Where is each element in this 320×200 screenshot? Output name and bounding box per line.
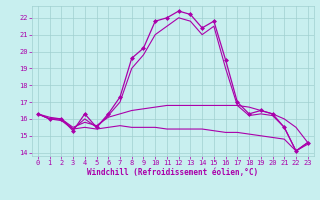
- X-axis label: Windchill (Refroidissement éolien,°C): Windchill (Refroidissement éolien,°C): [87, 168, 258, 177]
